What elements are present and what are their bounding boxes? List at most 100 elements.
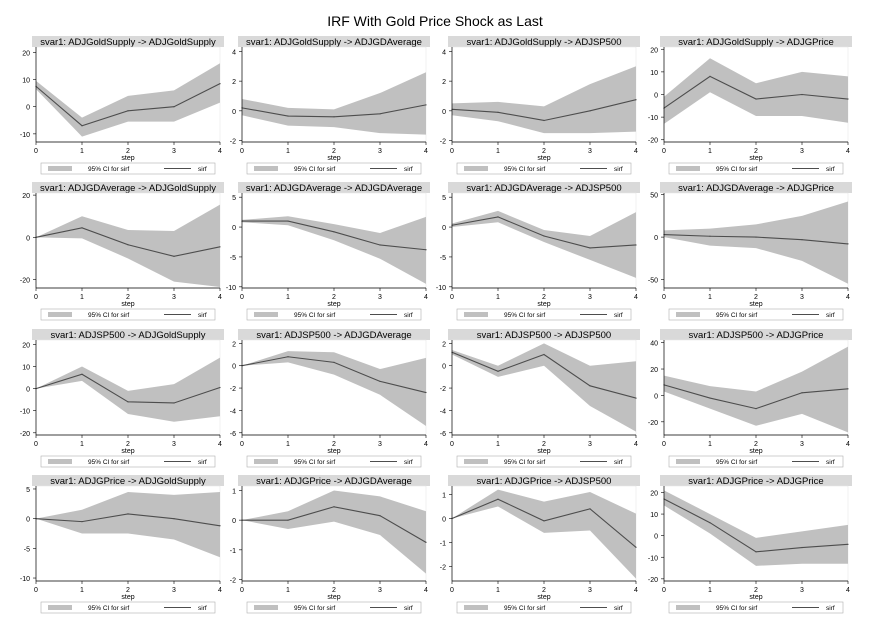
x-tick-label: 2 [332,587,336,594]
x-tick-label: 4 [846,148,850,155]
x-tick-label: 2 [754,148,758,155]
legend-box [456,601,632,614]
y-tick-label: 5 [442,195,446,202]
legend-line-label: sirf [826,166,835,173]
x-tick-label: 1 [286,294,290,301]
x-tick-label: 0 [662,587,666,594]
sirf-point [801,239,803,241]
x-tick-label: 1 [496,587,500,594]
x-tick-label: 1 [496,441,500,448]
sirf-point [543,520,545,522]
legend-line-label: sirf [614,312,623,319]
sirf-point [589,110,591,112]
sirf-point [287,519,289,521]
y-tick-label: 40 [650,341,658,348]
panel-header [448,182,640,193]
y-tick-label: 20 [22,50,30,57]
legend-ci-swatch [254,166,278,171]
legend-ci-label: 95% CI for sirf [504,605,545,612]
legend-box [246,308,422,321]
sirf-point [379,515,381,517]
sirf-point [847,98,849,100]
x-axis-label: step [121,594,134,601]
legend-ci-swatch [464,166,488,171]
y-tick-label: -20 [648,420,658,427]
y-tick-label: 20 [22,342,30,349]
legend-line-label: sirf [198,312,207,319]
x-tick-label: 3 [172,441,176,448]
ci-band [242,72,426,135]
legend-ci-swatch [676,312,700,317]
legend-box [668,162,844,175]
sirf-point [755,551,757,553]
y-tick-label: -50 [648,278,658,285]
panel-12: svar1: ADJSP500 -> ADJGPrice -20 0 20 40 0 1 2 3… [648,329,852,468]
y-tick-label: 10 [650,512,658,519]
sirf-point [173,402,175,404]
legend-ci-label: 95% CI for sirf [88,459,129,466]
legend-box [40,308,216,321]
x-tick-label: 2 [332,441,336,448]
legend-ci-label: 95% CI for sirf [88,605,129,612]
panel-title: svar1: ADJGoldSupply -> ADJSP500 [467,37,622,48]
legend-line-label: sirf [826,459,835,466]
legend-ci-swatch [48,605,72,610]
y-tick-label: 10 [22,78,30,85]
legend-line-label: sirf [614,166,623,173]
legend-line-label: sirf [404,605,413,612]
x-axis-label: step [327,448,340,455]
y-tick-label: -10 [648,555,658,562]
panel-header [238,475,430,486]
x-tick-label: 1 [80,294,84,301]
y-tick-label: -10 [20,132,30,139]
y-tick-label: 1 [442,492,446,499]
legend-box [246,601,422,614]
legend-ci-label: 95% CI for sirf [716,459,757,466]
ci-band [36,491,220,558]
legend-ci-swatch [48,166,72,171]
y-tick-label: 4 [232,49,236,56]
x-tick-label: 0 [34,148,38,155]
legend-ci-label: 95% CI for sirf [294,459,335,466]
x-tick-label: 4 [218,294,222,301]
y-tick-label: 20 [650,47,658,54]
x-tick-label: 2 [332,148,336,155]
x-axis-label: step [537,301,550,308]
sirf-point [425,541,427,544]
panel-header [32,36,224,47]
x-tick-label: 0 [662,294,666,301]
x-tick-label: 4 [846,587,850,594]
y-tick-label: 0 [232,225,236,232]
x-tick-label: 4 [218,441,222,448]
y-tick-label: -5 [230,255,236,262]
x-axis-label: step [749,448,762,455]
panel-title: svar1: ADJGPrice -> ADJSP500 [477,476,612,487]
x-tick-label: 2 [126,294,130,301]
y-tick-label: -2 [230,578,236,585]
legend-line-label: sirf [198,459,207,466]
legend-line-label: sirf [614,459,623,466]
legend-ci-label: 95% CI for sirf [88,166,129,173]
sirf-point [709,397,711,399]
x-axis-label: step [327,155,340,162]
x-tick-label: 3 [588,441,592,448]
legend-ci-swatch [254,459,278,464]
x-tick-label: 1 [286,148,290,155]
x-tick-label: 2 [126,441,130,448]
x-tick-label: 4 [424,441,428,448]
sirf-point [589,247,591,249]
panel-title: svar1: ADJSP500 -> ADJSP500 [477,330,611,341]
y-tick-label: 10 [650,70,658,77]
sirf-point [801,93,803,96]
y-tick-label: 0 [442,516,446,523]
legend-ci-label: 95% CI for sirf [294,166,335,173]
x-tick-label: 3 [800,294,804,301]
y-tick-label: 4 [442,49,446,56]
sirf-point [287,115,289,117]
panel-title: svar1: ADJGDAverage -> ADJGDAverage [246,183,422,194]
y-tick-label: 0 [654,534,658,541]
ci-band [664,346,848,433]
y-tick-label: 0 [232,518,236,525]
panel-title: svar1: ADJGoldSupply -> ADJGDAverage [246,37,422,48]
ci-band [242,351,426,427]
